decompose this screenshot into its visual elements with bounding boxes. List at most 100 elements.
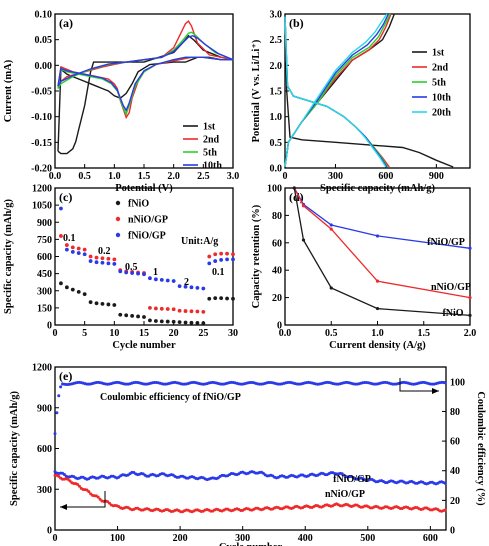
rate-point-nNiO/GP <box>112 257 117 262</box>
rate-point-nNiO/GP <box>177 308 182 313</box>
rate-point-fNiO/GP <box>70 250 75 254</box>
retention-point-nNiO/GP <box>468 296 472 300</box>
x-tick-label-a: 0.5 <box>78 171 91 182</box>
panel-label-c: (c) <box>59 190 72 204</box>
cycle-series-label: nNiO/GP <box>325 489 365 500</box>
cycle-point-nNiO/GP <box>107 501 111 505</box>
rate-point-fNiO/GP <box>130 271 135 275</box>
legend-label-a: 2nd <box>203 135 220 146</box>
legend-label-b: 10th <box>432 93 451 104</box>
rate-point-fNiO <box>171 319 176 324</box>
legend-marker-c <box>115 216 121 222</box>
y-axis-label-d: Capacity retention (%) <box>251 204 262 308</box>
retention-point-fNiO <box>468 313 472 318</box>
rate-point-fNiO <box>142 315 146 319</box>
y-tick-label-a: -0.20 <box>31 164 52 175</box>
retention-series-label: fNiO <box>442 308 463 319</box>
rate-point-fNiO <box>124 313 129 318</box>
x-axis-label-c: Cycle number <box>112 340 176 351</box>
rate-point-fNiO/GP <box>201 286 206 291</box>
x-axis-label-d: Current density (A/g) <box>329 340 426 351</box>
retention-point-fNiO <box>292 186 296 190</box>
y-tick-label-c: 450 <box>37 269 52 280</box>
rate-point-nNiO/GP <box>213 252 218 257</box>
cv-curve-10th <box>57 34 234 112</box>
rate-point-fNiO <box>76 289 81 294</box>
y-tick-label-c: 1200 <box>32 184 52 195</box>
x-tick-label-a: 2.5 <box>197 171 210 182</box>
rate-point-fNiO <box>130 313 135 318</box>
rate-annotation: 0.2 <box>98 246 111 257</box>
gcd-curve-1st <box>284 19 454 168</box>
x-tick-label-d: 1.5 <box>418 328 431 339</box>
legend-label-b: 1st <box>432 48 445 59</box>
y-tick-label-b: 2.0 <box>270 61 283 72</box>
x-tick-label-e: 400 <box>298 533 313 544</box>
rate-point-fNiO <box>219 296 224 301</box>
rate-point-fNiO <box>207 296 212 301</box>
y-axis-label-a: Current (mA) <box>3 59 14 122</box>
cycle-point-fNiO/GP <box>443 481 447 485</box>
rate-point-nNiO/GP <box>219 251 224 256</box>
retention-point-fNiO <box>375 306 380 311</box>
cycle-point-nNiO/GP <box>96 495 100 499</box>
y-tick-label-b: 1.0 <box>270 112 283 123</box>
y-tick-label-c: 900 <box>37 218 52 229</box>
rate-point-fNiO <box>165 319 170 324</box>
x-tick-label-b: 300 <box>328 171 343 182</box>
cycle-point-nNiO/GP <box>87 490 91 494</box>
legend-marker-c <box>115 232 121 238</box>
rate-point-fNiO <box>82 292 87 297</box>
rate-point-nNiO/GP <box>231 252 235 257</box>
y-axis-label-c: Specific capacity (mAh/g) <box>3 199 14 314</box>
retention-point-nNiO/GP <box>301 204 306 208</box>
x-tick-label-b: 600 <box>378 171 393 182</box>
legend-label-a: 5th <box>203 148 217 159</box>
rate-point-fNiO/GP <box>94 260 99 265</box>
rate-point-fNiO <box>213 296 218 301</box>
y-tick-label-d: 60 <box>272 238 282 249</box>
rate-point-nNiO/GP <box>159 306 164 311</box>
gcd-curve-10th <box>284 16 388 168</box>
x-tick-label-e: 500 <box>360 533 375 544</box>
rate-point-fNiO/GP <box>148 276 152 281</box>
rate-point-nNiO/GP <box>148 305 152 310</box>
legend-label-b: 5th <box>432 78 446 89</box>
rate-point-fNiO/GP <box>177 284 182 289</box>
rate-point-fNiO/GP <box>159 278 164 282</box>
rate-point-nNiO/GP <box>94 255 99 260</box>
y-tick-label-d: 20 <box>272 293 282 304</box>
retention-line-fNiO <box>293 187 471 317</box>
retention-point-fNiO <box>329 286 333 290</box>
rate-point-fNiO <box>100 301 105 306</box>
legend-label-c: fNiO/GP <box>128 231 166 242</box>
rate-point-fNiO <box>177 320 182 325</box>
y-axis-label-b: Potential (V vs. Li/Li⁺) <box>251 39 262 142</box>
rate-point-fNiO/GP <box>219 258 224 262</box>
rate-point-fNiO/GP <box>225 257 229 262</box>
x-tick-label-e: 200 <box>173 533 188 544</box>
cycle-point-nNiO/GP <box>98 497 102 501</box>
y-tick-label-b: 2.5 <box>270 35 283 46</box>
left-axis-arrowhead <box>60 504 67 510</box>
y-tick-label-b: 1.5 <box>270 87 283 98</box>
y-tick-label-c: 150 <box>37 303 52 314</box>
ce-annotation: Coulombic efficiency of fNiO/GP <box>100 392 241 403</box>
x-tick-label-e: 100 <box>110 533 125 544</box>
panel-label-e: (e) <box>59 369 72 383</box>
y2-tick-label-e: 60 <box>450 437 460 448</box>
legend-label-b: 2nd <box>432 63 449 74</box>
retention-series-label: nNiO/GP <box>431 282 471 293</box>
rate-point-fNiO <box>183 320 188 325</box>
y-tick-label-b: 0.0 <box>270 164 283 175</box>
cv-curve-5th <box>57 31 234 116</box>
gcd-curve-10th <box>284 13 390 168</box>
rate-annotation: 2 <box>184 277 189 288</box>
y-tick-label-a: -0.05 <box>31 87 52 98</box>
y-tick-label-a: 0.05 <box>35 35 53 46</box>
rate-point-nNiO/GP <box>189 309 194 314</box>
y-tick-label-c: 1050 <box>32 201 52 212</box>
x-tick-label-e: 300 <box>235 533 250 544</box>
x-tick-label-d: 0.5 <box>325 328 338 339</box>
